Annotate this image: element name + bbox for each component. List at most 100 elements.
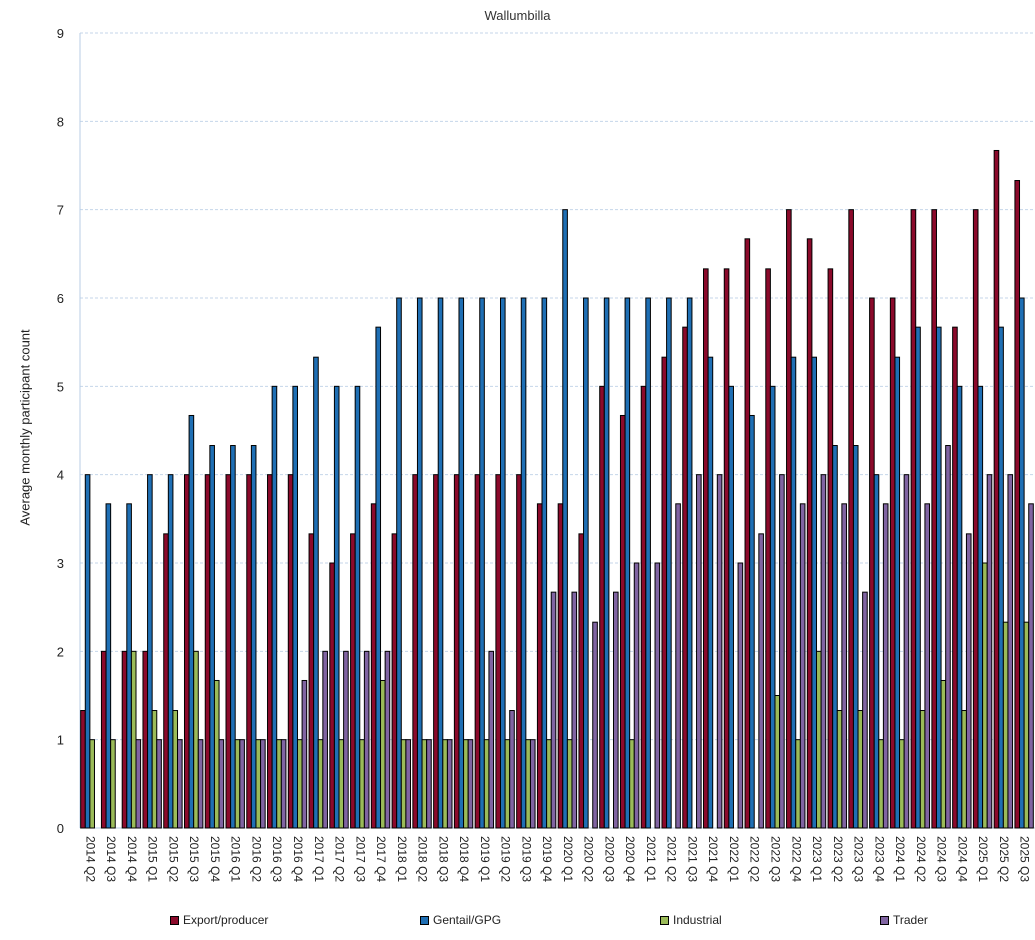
bar-trader — [924, 503, 931, 829]
bar-gentail-gpg — [583, 297, 589, 829]
bar-export-producer — [640, 385, 647, 829]
bar-industrial — [982, 562, 988, 829]
chart-title: Wallumbilla — [484, 8, 551, 23]
bar-gentail-gpg — [686, 297, 693, 829]
bar-trader — [592, 621, 598, 829]
x-tick-label: 2018 Q2 — [416, 836, 430, 882]
bar-export-producer — [516, 474, 522, 829]
x-tick-label: 2014 Q3 — [104, 836, 118, 882]
x-tick-label: 2021 Q4 — [706, 836, 720, 882]
bar-trader — [280, 739, 287, 829]
bar-export-producer — [80, 710, 86, 829]
x-tick-label: 2023 Q1 — [810, 836, 824, 882]
x-tick-label: 2021 Q3 — [685, 836, 699, 882]
bar-export-producer — [474, 474, 481, 829]
bar-export-producer — [599, 385, 605, 829]
bar-industrial — [421, 739, 428, 829]
bar-gentail-gpg — [811, 356, 818, 829]
x-tick-label: 2024 Q3 — [935, 836, 949, 882]
bar-export-producer — [765, 268, 771, 829]
bar-trader — [218, 739, 225, 829]
bar-export-producer — [495, 474, 501, 829]
x-tick-label: 2024 Q4 — [955, 836, 969, 882]
bar-gentail-gpg — [645, 297, 651, 829]
bar-trader — [696, 474, 702, 829]
x-tick-label: 2017 Q1 — [312, 836, 326, 882]
bar-gentail-gpg — [790, 356, 797, 829]
y-tick-label: 9 — [57, 26, 64, 41]
bar-gentail-gpg — [167, 474, 174, 829]
bar-gentail-gpg — [666, 297, 672, 829]
bar-gentail-gpg — [458, 297, 465, 829]
x-tick-label: 2019 Q3 — [519, 836, 533, 882]
x-tick-label: 2023 Q4 — [872, 836, 886, 882]
legend-swatch — [170, 915, 179, 925]
bar-trader — [841, 503, 847, 829]
bar-industrial — [172, 710, 179, 829]
bar-industrial — [317, 739, 324, 829]
bar-export-producer — [1014, 180, 1021, 829]
bar-export-producer — [100, 650, 107, 829]
bar-industrial — [296, 739, 303, 829]
bar-gentail-gpg — [354, 385, 361, 829]
bar-trader — [613, 591, 619, 829]
x-tick-label: 2015 Q1 — [146, 836, 160, 882]
bar-gentail-gpg — [728, 385, 734, 829]
x-tick-label: 2020 Q1 — [561, 836, 575, 882]
bar-gentail-gpg — [956, 385, 963, 829]
x-tick-label: 2014 Q2 — [83, 836, 97, 882]
x-tick-label: 2022 Q4 — [789, 836, 803, 882]
bar-gentail-gpg — [852, 445, 859, 829]
x-tick-label: 2021 Q2 — [665, 836, 679, 882]
bar-industrial — [234, 739, 241, 829]
legend-swatch — [420, 915, 429, 925]
bar-export-producer — [806, 238, 813, 829]
bar-industrial — [463, 739, 469, 829]
bar-gentail-gpg — [769, 385, 776, 829]
bar-export-producer — [287, 474, 294, 829]
legend-item: Industrial — [660, 913, 722, 927]
bar-export-producer — [536, 503, 543, 829]
y-tick-label: 7 — [57, 203, 64, 218]
x-tick-label: 2019 Q1 — [478, 836, 492, 882]
bar-export-producer — [121, 650, 128, 829]
bar-gentail-gpg — [499, 297, 506, 829]
bar-gentail-gpg — [230, 445, 236, 829]
bar-trader — [135, 739, 142, 829]
bar-trader — [529, 739, 536, 829]
legend-item: Trader — [880, 913, 928, 927]
bar-trader — [737, 562, 744, 829]
x-tick-label: 2017 Q2 — [333, 836, 347, 882]
bar-trader — [799, 503, 806, 829]
bar-trader — [156, 739, 162, 829]
bar-gentail-gpg — [603, 297, 610, 829]
bar-gentail-gpg — [84, 474, 91, 829]
bar-industrial — [338, 739, 345, 829]
bar-gentail-gpg — [147, 474, 153, 829]
bar-export-producer — [142, 650, 149, 829]
bar-industrial — [255, 739, 262, 829]
bar-industrial — [878, 739, 884, 829]
bar-gentail-gpg — [126, 503, 132, 829]
bar-industrial — [525, 739, 531, 829]
bar-industrial — [400, 739, 407, 829]
x-tick-label: 2020 Q2 — [582, 836, 596, 882]
bar-gentail-gpg — [188, 414, 195, 829]
bar-export-producer — [931, 209, 937, 829]
bar-gentail-gpg — [935, 326, 942, 829]
bar-trader — [986, 474, 993, 829]
bar-export-producer — [993, 149, 1000, 829]
bar-export-producer — [163, 533, 169, 829]
bar-industrial — [566, 739, 573, 829]
bar-export-producer — [827, 268, 834, 829]
bar-gentail-gpg — [977, 385, 984, 829]
bar-export-producer — [453, 474, 460, 829]
bar-trader — [343, 650, 349, 829]
bar-trader — [779, 474, 785, 829]
bar-industrial — [89, 739, 95, 829]
bar-export-producer — [329, 562, 335, 829]
legend-item: Gentail/GPG — [420, 913, 501, 927]
bar-gentail-gpg — [707, 356, 714, 829]
bar-trader — [882, 503, 889, 829]
bar-gentail-gpg — [250, 445, 257, 829]
